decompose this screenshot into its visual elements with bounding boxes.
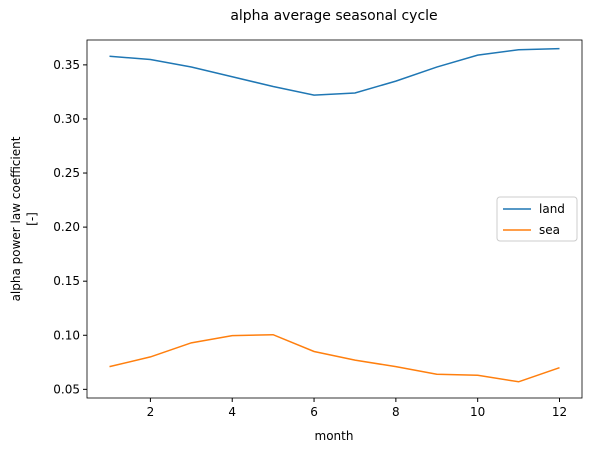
legend-frame [496,196,578,242]
x-axis-label: month [315,429,354,443]
y-tick-label: 0.35 [53,58,80,72]
x-tick-label: 12 [552,405,567,419]
y-axis-label: alpha power law coefficient [9,136,23,301]
axes-frame [86,39,583,399]
y-tick-label: 0.20 [53,220,80,234]
x-tick-label: 2 [147,405,155,419]
chart-title: alpha average seasonal cycle [230,8,437,24]
y-tick-label: 0.15 [53,274,80,288]
y-tick-label: 0.30 [53,112,80,126]
y-tick-label: 0.05 [53,382,80,396]
x-tick-label: 4 [228,405,236,419]
legend-label: sea [539,223,560,237]
x-tick-label: 8 [392,405,400,419]
x-tick-label: 6 [310,405,318,419]
y-tick-label: 0.25 [53,166,80,180]
legend-label: land [539,202,565,216]
legend: land sea [496,196,578,242]
y-axis-label: [-] [25,212,39,226]
line-series [109,47,560,96]
y-tick-label: 0.10 [53,328,80,342]
line-series [109,333,560,383]
x-tick-label: 10 [470,405,485,419]
